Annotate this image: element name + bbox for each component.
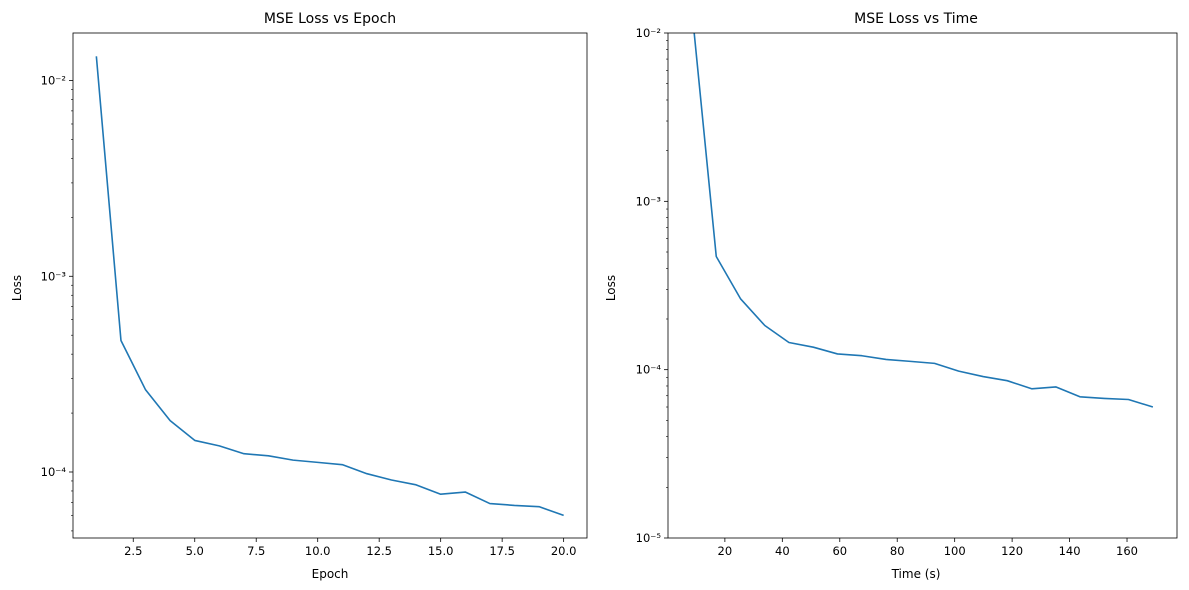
x-tick-label: 20.0 (551, 544, 577, 558)
x-tick-label: 80 (890, 544, 905, 558)
y-tick-label: 10⁻³ (636, 194, 662, 208)
x-tick-label: 40 (775, 544, 790, 558)
x-tick-label: 120 (1001, 544, 1023, 558)
chart-title: MSE Loss vs Time (854, 11, 978, 27)
chart-title: MSE Loss vs Epoch (264, 11, 396, 27)
y-axis-label: Loss (10, 275, 24, 301)
chart-epoch: MSE Loss vs Epoch Epoch Loss 2.5 5.0 7.5 10… (10, 11, 588, 581)
series-line (95, 56, 564, 517)
x-tick-label: 2.5 (124, 544, 142, 558)
y-tick-label: 10⁻³ (41, 269, 67, 283)
chart-time: MSE Loss vs Time Time (s) Loss 20 40 60 80 1… (604, 11, 1178, 581)
y-tick-label: 10⁻⁴ (41, 465, 67, 479)
x-tick-label: 15.0 (428, 544, 454, 558)
x-axis-label: Time (s) (891, 567, 941, 581)
x-tick-label: 17.5 (489, 544, 515, 558)
plot-frame (667, 32, 1178, 539)
x-tick-label: 160 (1116, 544, 1138, 558)
y-tick-label: 10⁻⁵ (636, 531, 662, 545)
y-tick-label: 10⁻² (41, 74, 66, 88)
x-tick-label: 10.0 (305, 544, 331, 558)
x-tick-label: 60 (832, 544, 847, 558)
x-tick-label: 12.5 (366, 544, 392, 558)
series-line (693, 33, 1154, 408)
plot-frame (72, 32, 588, 539)
x-tick-label: 5.0 (186, 544, 204, 558)
x-tick-label: 100 (944, 544, 966, 558)
x-tick-label: 7.5 (247, 544, 265, 558)
y-tick-label: 10⁻² (636, 26, 661, 40)
x-tick-label: 20 (718, 544, 733, 558)
x-axis-label: Epoch (312, 567, 349, 581)
y-axis-label: Loss (604, 275, 618, 301)
y-tick-label: 10⁻⁴ (636, 363, 662, 377)
x-tick-label: 140 (1059, 544, 1081, 558)
